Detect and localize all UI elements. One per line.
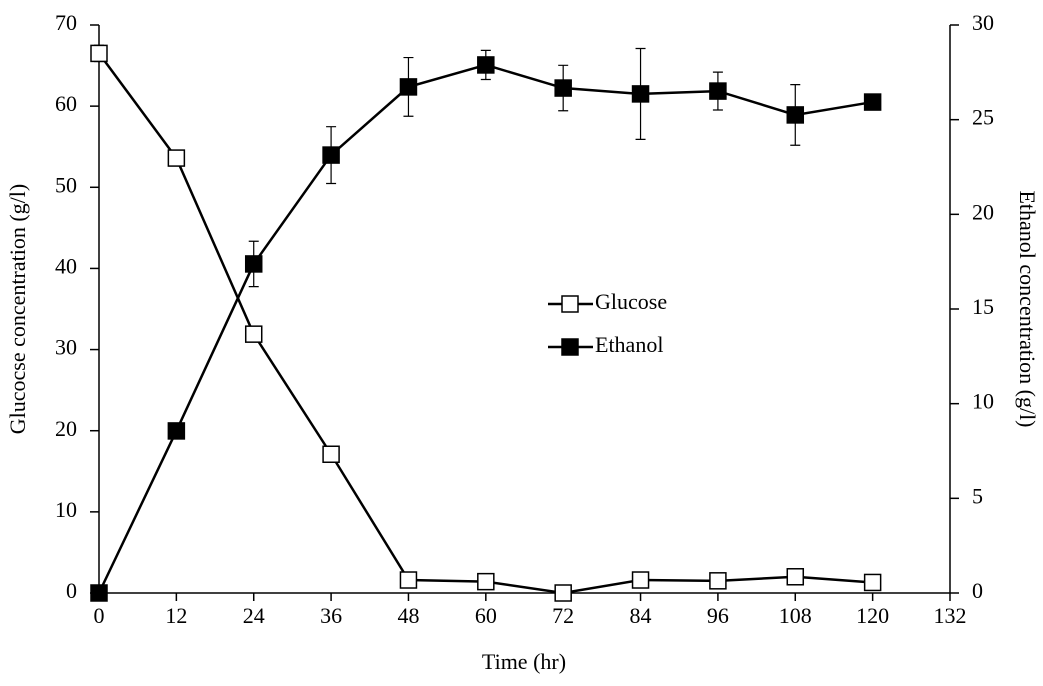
legend-label: Ethanol <box>595 332 663 357</box>
x-tick-label: 24 <box>243 603 265 628</box>
y2-tick-label: 25 <box>972 105 994 130</box>
marker <box>786 568 805 586</box>
marker <box>244 255 263 273</box>
marker <box>244 325 263 343</box>
x-tick-label: 108 <box>779 603 812 628</box>
y2-tick-label: 10 <box>972 389 994 414</box>
marker <box>631 571 650 589</box>
marker <box>322 445 340 463</box>
x-tick-label: 84 <box>630 603 652 628</box>
y-tick-label: 60 <box>55 91 77 116</box>
x-tick-label: 72 <box>552 603 574 628</box>
marker <box>709 82 727 100</box>
y-axis-label: Glucocse concentration (g/l) <box>5 184 30 434</box>
marker <box>863 573 882 592</box>
marker <box>631 85 650 103</box>
marker <box>167 149 186 167</box>
y-tick-label: 30 <box>55 335 77 360</box>
x-tick-label: 120 <box>856 603 889 628</box>
x-tick-label: 60 <box>475 603 497 628</box>
y2-tick-label: 30 <box>972 10 994 35</box>
x-tick-label: 12 <box>165 603 187 628</box>
y-tick-label: 50 <box>55 172 77 197</box>
marker <box>554 79 572 97</box>
x-tick-label: 36 <box>320 603 342 628</box>
x-tick-label: 96 <box>707 603 729 628</box>
legend-marker <box>561 338 579 356</box>
marker <box>90 44 108 63</box>
marker <box>709 572 727 590</box>
marker <box>863 93 882 111</box>
y-tick-label: 10 <box>55 497 77 522</box>
marker <box>786 106 805 124</box>
y-tick-label: 70 <box>55 10 77 35</box>
x-axis-label: Time (hr) <box>482 649 566 674</box>
marker <box>322 146 340 164</box>
y-tick-label: 0 <box>66 578 77 603</box>
x-tick-label: 132 <box>934 603 967 628</box>
marker <box>90 584 108 602</box>
y2-tick-label: 5 <box>972 483 983 508</box>
marker <box>399 571 418 589</box>
y2-tick-label: 0 <box>972 578 983 603</box>
marker <box>167 422 186 440</box>
x-tick-label: 48 <box>397 603 419 628</box>
y-tick-label: 20 <box>55 416 77 441</box>
x-tick-label: 0 <box>94 603 105 628</box>
y2-tick-label: 15 <box>972 294 994 319</box>
series-line <box>97 52 873 595</box>
marker <box>477 56 495 74</box>
marker <box>477 572 495 591</box>
y-tick-label: 40 <box>55 253 77 278</box>
marker <box>554 584 572 602</box>
marker <box>399 78 418 96</box>
series-line <box>97 63 873 594</box>
legend-marker <box>561 295 579 313</box>
y2-tick-label: 20 <box>972 199 994 224</box>
legend-label: Glucose <box>595 289 667 314</box>
y2-axis-label: Ethanol concentration (g/l) <box>1015 190 1040 427</box>
